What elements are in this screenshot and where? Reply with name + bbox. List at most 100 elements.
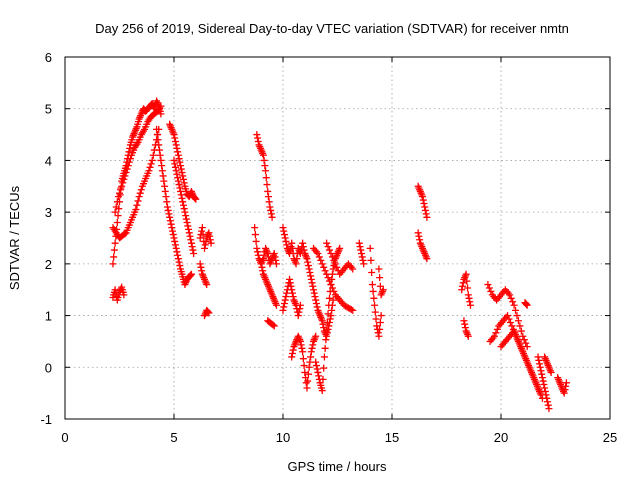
data-point xyxy=(189,246,197,254)
data-point xyxy=(561,386,569,394)
data-point xyxy=(259,151,267,159)
data-point xyxy=(179,201,187,209)
data-point xyxy=(253,131,261,139)
data-point xyxy=(172,141,180,149)
data-point xyxy=(304,262,312,270)
data-point xyxy=(368,281,376,289)
data-point xyxy=(174,251,182,259)
data-point xyxy=(156,151,164,159)
data-point xyxy=(328,253,336,261)
data-point xyxy=(113,198,121,206)
data-point xyxy=(174,255,182,263)
data-point xyxy=(184,222,192,230)
data-point xyxy=(187,271,195,279)
data-point xyxy=(458,286,466,294)
data-point xyxy=(323,327,331,335)
data-point xyxy=(134,197,142,205)
data-point xyxy=(254,134,262,142)
data-point xyxy=(259,267,267,275)
data-point xyxy=(269,321,277,329)
data-point xyxy=(349,306,357,314)
data-point xyxy=(205,229,213,237)
data-point xyxy=(268,213,276,221)
data-point xyxy=(299,348,307,356)
data-point xyxy=(312,332,320,340)
data-point xyxy=(358,253,366,261)
data-point xyxy=(167,220,175,228)
data-point xyxy=(319,375,327,383)
data-point xyxy=(315,253,323,261)
data-point xyxy=(157,102,165,110)
data-point xyxy=(253,244,261,252)
data-point xyxy=(113,218,121,226)
data-point xyxy=(514,317,522,325)
data-point xyxy=(315,372,323,380)
data-point xyxy=(375,332,383,340)
data-point xyxy=(307,348,315,356)
data-point xyxy=(262,174,270,182)
data-point xyxy=(370,294,378,302)
data-point xyxy=(560,389,568,397)
data-point xyxy=(299,355,307,363)
data-point xyxy=(188,243,196,251)
data-point xyxy=(206,236,214,244)
data-point xyxy=(312,296,320,304)
data-point xyxy=(280,300,288,308)
data-point xyxy=(318,387,326,395)
data-point xyxy=(523,358,531,366)
data-point xyxy=(325,301,333,309)
data-point xyxy=(539,377,547,385)
data-point xyxy=(124,162,132,170)
data-point xyxy=(462,270,470,278)
data-point xyxy=(547,368,555,376)
data-point xyxy=(520,336,528,344)
data-point xyxy=(165,210,173,218)
data-point xyxy=(170,131,178,139)
data-point xyxy=(110,246,118,254)
data-point xyxy=(296,337,304,345)
data-point xyxy=(301,368,309,376)
data-point xyxy=(202,237,210,245)
data-point xyxy=(326,246,334,254)
data-point xyxy=(201,241,209,249)
data-point xyxy=(512,331,520,339)
data-point xyxy=(185,225,193,233)
data-point xyxy=(280,231,288,239)
data-point xyxy=(318,260,326,268)
data-point xyxy=(538,374,546,382)
data-point xyxy=(543,394,551,402)
data-point xyxy=(374,329,382,337)
data-point xyxy=(320,364,328,372)
data-point xyxy=(376,325,384,333)
x-tick-label: 5 xyxy=(170,430,177,445)
data-point xyxy=(321,267,329,275)
data-point xyxy=(175,155,183,163)
data-point xyxy=(166,217,174,225)
data-point xyxy=(153,131,161,139)
data-point xyxy=(317,256,325,264)
data-point xyxy=(281,234,289,242)
data-point xyxy=(177,187,185,195)
data-point xyxy=(371,301,379,309)
data-point xyxy=(523,301,531,309)
data-point xyxy=(158,162,166,170)
data-point xyxy=(126,144,134,152)
data-point xyxy=(272,301,280,309)
data-point xyxy=(260,156,268,164)
data-point xyxy=(464,291,472,299)
data-point xyxy=(171,137,179,145)
data-point xyxy=(177,162,185,170)
data-point xyxy=(157,156,165,164)
data-point xyxy=(324,243,332,251)
data-point xyxy=(313,365,321,373)
data-point xyxy=(508,322,516,330)
data-point xyxy=(296,305,304,313)
data-point xyxy=(173,248,181,256)
data-point xyxy=(414,229,422,237)
data-point xyxy=(158,167,166,175)
data-point xyxy=(135,193,143,201)
data-point xyxy=(261,162,269,170)
data-point xyxy=(504,312,512,320)
x-tick-label: 20 xyxy=(494,430,508,445)
data-point xyxy=(254,248,262,256)
